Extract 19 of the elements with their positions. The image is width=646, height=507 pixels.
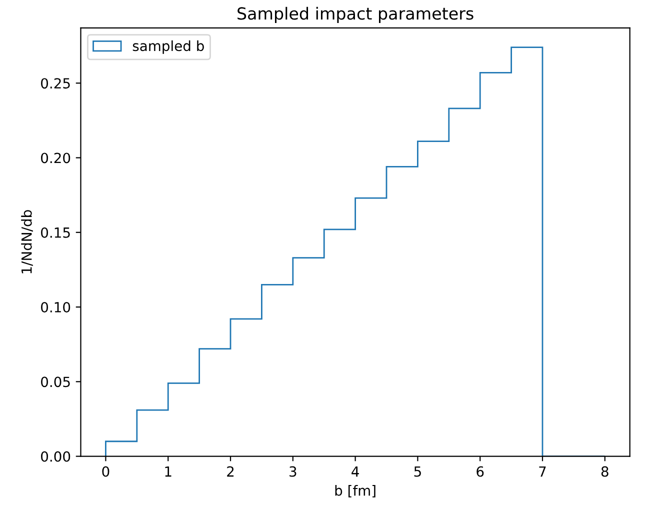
x-tick-label: 4 <box>352 466 359 477</box>
legend-label: sampled b <box>132 40 204 54</box>
x-tick-label: 1 <box>165 466 172 477</box>
x-tick-label: 3 <box>290 466 296 477</box>
x-axis-title: b [fm] <box>335 485 376 498</box>
y-tick-label: 0.25 <box>41 78 70 89</box>
chart-title: Sampled impact parameters <box>238 6 474 24</box>
x-tick-label: 5 <box>414 466 421 477</box>
y-axis-title: 1/NdN/db <box>21 210 33 274</box>
x-tick-label: 8 <box>601 466 608 477</box>
y-tick-label: 0.15 <box>41 227 70 238</box>
x-tick-label: 6 <box>476 466 484 477</box>
y-tick-label: 0.20 <box>41 152 70 164</box>
x-tick-label: 0 <box>102 466 110 477</box>
y-tick-label: 0.05 <box>41 376 70 388</box>
y-tick-label: 0.10 <box>41 302 70 312</box>
x-tick-label: 7 <box>539 466 546 477</box>
y-tick-label: 0.00 <box>41 451 70 462</box>
x-tick-label: 2 <box>227 466 234 477</box>
